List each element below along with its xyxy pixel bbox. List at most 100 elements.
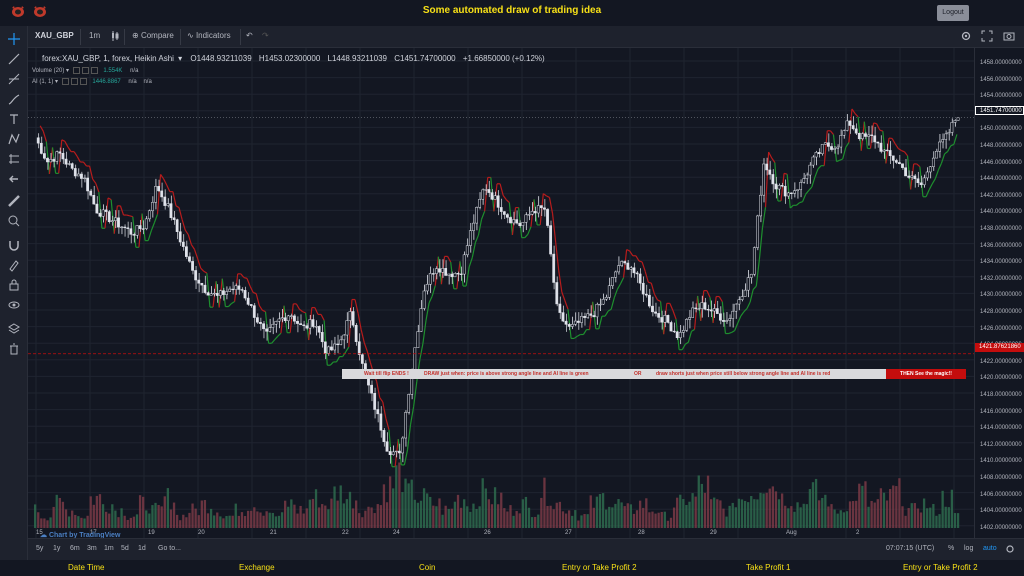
percent-toggle[interactable]: %	[948, 545, 955, 552]
crosshair-icon[interactable]	[7, 32, 21, 46]
legend-menu-icon[interactable]: ▾	[178, 54, 183, 63]
candle-body	[215, 292, 219, 296]
ai-label[interactable]: AI (1, 1)	[32, 79, 54, 86]
volume-bar	[777, 499, 781, 528]
auto-toggle[interactable]: auto	[983, 545, 997, 552]
range-button[interactable]: 6m	[70, 545, 80, 552]
footer-label: Date Time	[68, 563, 105, 572]
pattern-icon[interactable]	[7, 132, 21, 146]
volume-bar	[163, 496, 166, 528]
layers-icon[interactable]	[7, 322, 21, 336]
ai-line-segment	[731, 330, 735, 333]
trash-icon[interactable]	[7, 342, 21, 356]
range-button[interactable]: 3m	[87, 545, 97, 552]
ai-line-segment	[653, 293, 659, 301]
drawing-toolbar	[0, 26, 28, 560]
tradingview-watermark[interactable]: ☁ Chart by TradingView	[40, 531, 120, 539]
magnet-icon[interactable]	[7, 238, 21, 252]
candle-body	[240, 289, 244, 291]
volume-label[interactable]: Volume (20)	[32, 68, 65, 75]
settings-box-icon[interactable]	[70, 78, 78, 85]
eye-icon[interactable]	[7, 298, 21, 312]
ai-line-segment	[684, 341, 689, 345]
back-arrow-icon[interactable]	[7, 172, 21, 186]
candle-body	[910, 175, 914, 178]
measure-icon[interactable]	[7, 152, 21, 166]
ai-line-segment	[564, 300, 569, 310]
candle-body	[348, 311, 352, 321]
interval-selector[interactable]: 1m	[89, 31, 101, 40]
redo-icon[interactable]: ↷	[262, 31, 269, 40]
annotation-cta[interactable]: THEN See the magic!!	[886, 369, 966, 379]
brush-icon[interactable]	[7, 92, 21, 106]
visibility-icon[interactable]	[72, 67, 80, 74]
settings-box-icon[interactable]	[81, 67, 89, 74]
chart-pane[interactable]	[28, 48, 974, 543]
price-chart[interactable]	[28, 48, 974, 543]
legend-title[interactable]: forex:XAU_GBP, 1, forex, Heikin Ashi	[42, 54, 174, 63]
gear-icon[interactable]	[1005, 544, 1015, 554]
price-axis[interactable]	[974, 48, 1024, 538]
strategy-annotation[interactable]: Wait till flip ENDS ! DRAW just when: pr…	[342, 369, 886, 379]
volume-bar	[632, 513, 636, 528]
ai-line-segment	[277, 332, 282, 337]
close-box-icon[interactable]	[79, 78, 87, 85]
range-button[interactable]: 1y	[53, 545, 61, 552]
goto-button[interactable]: Go to...	[158, 545, 181, 552]
logout-button[interactable]: Logout	[937, 5, 969, 21]
candle-body	[607, 285, 611, 298]
ai-line-segment	[76, 156, 81, 163]
candle-body	[166, 203, 170, 206]
lock-icon[interactable]	[7, 278, 21, 292]
legend-menu-icon[interactable]: ▾	[66, 68, 70, 75]
candle-body	[777, 185, 781, 190]
candle-body	[64, 158, 68, 165]
candle-body	[527, 214, 531, 216]
symbol-search[interactable]: XAU_GBP	[35, 31, 74, 40]
volume-bar	[61, 501, 65, 528]
ai-line-segment	[354, 299, 359, 314]
volume-bar	[756, 499, 759, 528]
fib-icon[interactable]	[7, 72, 21, 86]
volume-bar	[83, 518, 86, 528]
range-button[interactable]: 1m	[104, 545, 114, 552]
ai-line-segment	[156, 174, 162, 215]
close-box-icon[interactable]	[90, 67, 98, 74]
compare-button[interactable]: ⊕ Compare	[132, 31, 174, 40]
candle-body	[845, 120, 849, 131]
time-tick-label: 15	[36, 530, 43, 536]
undo-icon[interactable]: ↶	[246, 31, 253, 40]
chart-type-icon[interactable]	[110, 30, 120, 42]
visibility-icon[interactable]	[61, 78, 69, 85]
settings-icon[interactable]	[960, 30, 972, 42]
trend-line-icon[interactable]	[7, 52, 21, 66]
log-toggle[interactable]: log	[964, 545, 974, 552]
range-button[interactable]: 5d	[121, 545, 129, 552]
volume-bar	[935, 515, 938, 528]
volume-bar	[855, 500, 858, 528]
lock-drawings-icon[interactable]	[7, 258, 21, 272]
text-icon[interactable]	[7, 112, 21, 126]
candle-body	[351, 311, 355, 326]
candle-body	[737, 299, 741, 305]
indicators-button[interactable]: ∿ Indicators	[187, 31, 231, 40]
candle-body	[916, 178, 920, 184]
ai-line-segment	[243, 276, 248, 279]
clock-readout[interactable]: 07:07:15 (UTC)	[886, 545, 935, 552]
fullscreen-icon[interactable]	[981, 30, 993, 42]
legend-menu-icon[interactable]: ▾	[55, 79, 59, 86]
range-button[interactable]: 1d	[138, 545, 146, 552]
candle-body	[768, 169, 772, 175]
volume-bar	[67, 516, 71, 528]
camera-icon[interactable]	[1003, 30, 1015, 42]
range-button[interactable]: 5y	[36, 545, 44, 552]
volume-bar	[648, 512, 651, 528]
candle-body	[58, 151, 62, 154]
candle-body	[305, 325, 309, 329]
zoom-icon[interactable]	[7, 214, 21, 228]
ai-line-segment	[681, 344, 686, 351]
ruler-icon[interactable]	[7, 194, 21, 208]
volume-bar	[780, 493, 784, 528]
price-tick-label: 1430.00000000	[980, 292, 1022, 299]
ai-line-segment	[160, 174, 165, 180]
